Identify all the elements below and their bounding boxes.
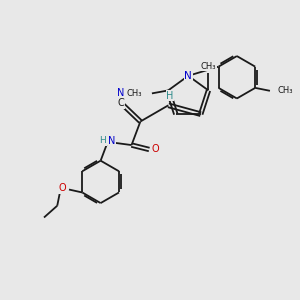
Text: N: N [108,136,116,146]
Text: H: H [166,91,173,101]
Text: N: N [117,88,124,98]
Text: CH₃: CH₃ [127,89,142,98]
Text: CH₃: CH₃ [277,86,293,95]
Text: O: O [59,183,66,193]
Text: CH₃: CH₃ [201,62,216,71]
Text: C: C [118,98,124,108]
Text: N: N [184,71,192,81]
Text: H: H [100,136,106,145]
Text: O: O [152,145,160,154]
